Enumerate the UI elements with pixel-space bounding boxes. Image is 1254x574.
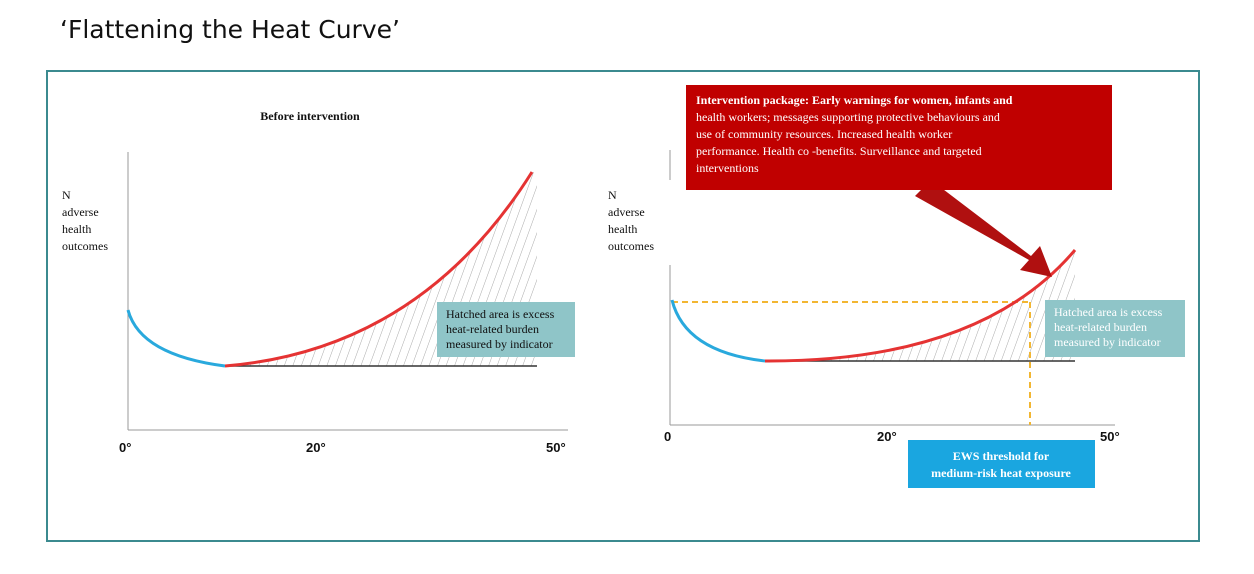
x-tick-label: 50° (546, 440, 566, 455)
arrow (915, 180, 1052, 277)
left-panel: Before intervention N adverse health out… (62, 109, 575, 455)
y-label: N (608, 188, 617, 202)
x-tick-label: 0 (664, 429, 671, 444)
y-label: health (62, 222, 91, 236)
y-label: health (608, 222, 637, 236)
x-tick-label: 50° (1100, 429, 1120, 444)
x-tick-label: 20° (877, 429, 897, 444)
intervention-text: health workers; messages supporting prot… (696, 110, 1000, 124)
callout-text: Hatched area is excess (1054, 305, 1163, 319)
curve-high (764, 249, 1077, 363)
right-panel: N adverse health outcomes Hatched area i… (608, 85, 1185, 488)
curve-low (126, 309, 226, 368)
callout-text: measured by indicator (1054, 335, 1161, 349)
slide-title: ‘Flattening the Heat Curve’ (60, 15, 400, 44)
callout-box (1045, 300, 1185, 357)
callout-text: heat-related burden (446, 322, 539, 336)
callout-text: measured by indicator (446, 337, 553, 351)
callout-text: heat-related burden (1054, 320, 1147, 334)
intervention-text: performance. Health co -benefits. Survei… (696, 144, 982, 158)
x-tick-label: 0° (119, 440, 131, 455)
frame (46, 70, 1200, 542)
y-label: adverse (62, 205, 99, 219)
intervention-text: Intervention package: Early warnings for… (696, 93, 1013, 107)
threshold-text: medium-risk heat exposure (931, 466, 1071, 480)
callout-box (437, 302, 575, 357)
curve-high (224, 171, 534, 368)
curve-low (670, 299, 766, 363)
x-tick-label: 20° (306, 440, 326, 455)
y-label: outcomes (62, 239, 108, 253)
callout-text: Hatched area is excess (446, 307, 555, 321)
panel-title: Before intervention (260, 109, 360, 123)
y-label: outcomes (608, 239, 654, 253)
intervention-text: interventions (696, 161, 759, 175)
intervention-text: use of community resources. Increased he… (696, 127, 952, 141)
hatched-area (765, 250, 1075, 362)
intervention-box (686, 85, 1112, 190)
threshold-text: EWS threshold for (953, 449, 1050, 463)
y-label: N (62, 188, 71, 202)
y-label: adverse (608, 205, 645, 219)
threshold-box (908, 440, 1095, 488)
